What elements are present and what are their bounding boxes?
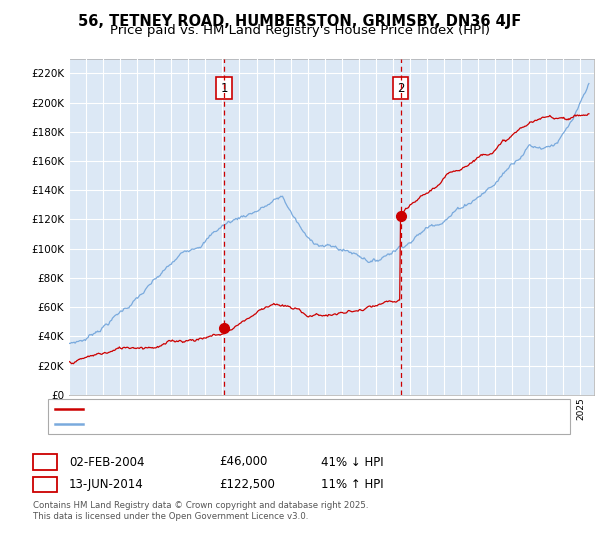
Text: 56, TETNEY ROAD, HUMBERSTON, GRIMSBY, DN36 4JF: 56, TETNEY ROAD, HUMBERSTON, GRIMSBY, DN…: [79, 14, 521, 29]
Text: 2: 2: [41, 478, 49, 491]
Text: 2: 2: [397, 82, 404, 95]
Text: 11% ↑ HPI: 11% ↑ HPI: [321, 478, 383, 491]
Text: Price paid vs. HM Land Registry's House Price Index (HPI): Price paid vs. HM Land Registry's House …: [110, 24, 490, 37]
Text: 13-JUN-2014: 13-JUN-2014: [69, 478, 144, 491]
Text: £122,500: £122,500: [219, 478, 275, 491]
Text: 41% ↓ HPI: 41% ↓ HPI: [321, 455, 383, 469]
Text: 1: 1: [220, 82, 227, 95]
Text: 1: 1: [41, 455, 49, 469]
Text: 56, TETNEY ROAD, HUMBERSTON, GRIMSBY, DN36 4JF (semi-detached house): 56, TETNEY ROAD, HUMBERSTON, GRIMSBY, DN…: [87, 404, 475, 414]
Text: Contains HM Land Registry data © Crown copyright and database right 2025.
This d: Contains HM Land Registry data © Crown c…: [33, 501, 368, 521]
Text: HPI: Average price, semi-detached house, North East Lincolnshire: HPI: Average price, semi-detached house,…: [87, 419, 415, 430]
Text: £46,000: £46,000: [219, 455, 268, 469]
Text: 02-FEB-2004: 02-FEB-2004: [69, 455, 145, 469]
